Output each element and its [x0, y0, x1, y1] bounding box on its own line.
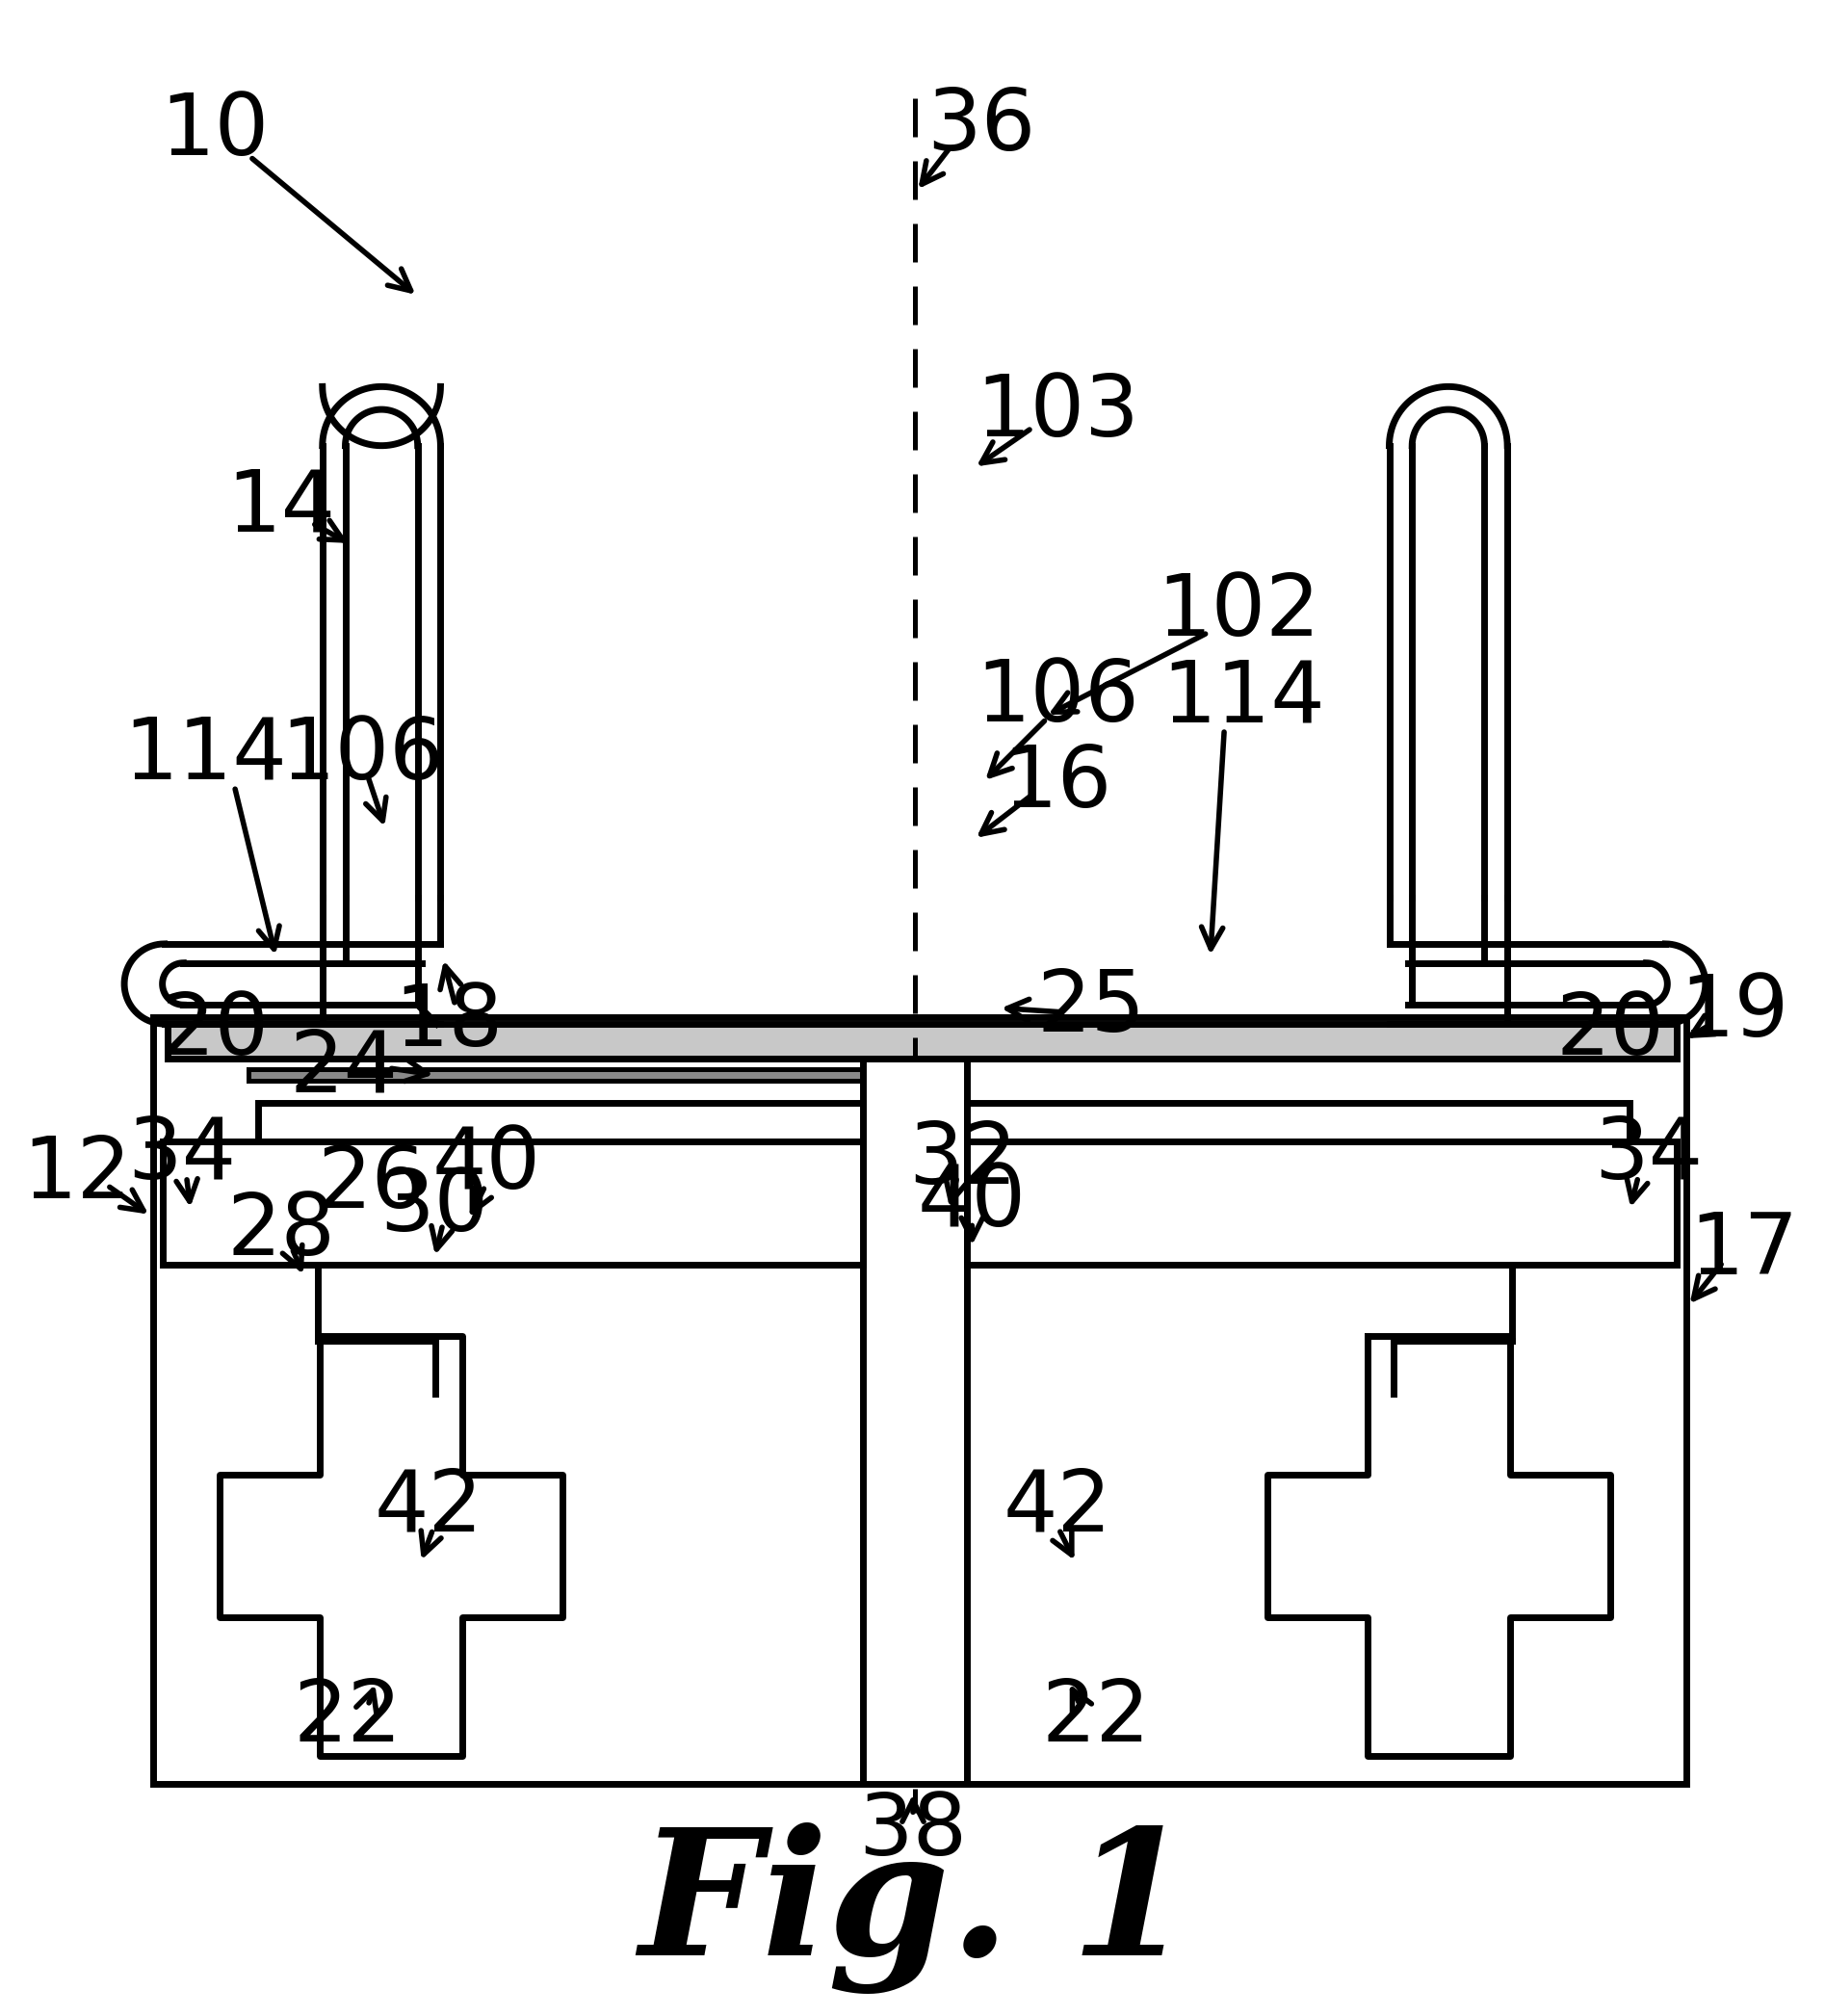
Bar [248, 1070, 905, 1081]
Bar [168, 1024, 1677, 1058]
Text: 22: 22 [1042, 1675, 1150, 1760]
Bar [162, 1141, 863, 1264]
Bar [967, 1103, 1630, 1141]
Text: 19: 19 [1679, 970, 1788, 1054]
Text: 12: 12 [22, 1133, 131, 1216]
Text: 40: 40 [918, 1161, 1026, 1246]
Bar [257, 1103, 863, 1141]
Bar [863, 1058, 967, 1784]
Text: 28: 28 [226, 1189, 336, 1274]
Text: 102: 102 [1157, 571, 1321, 655]
Text: 10: 10 [161, 89, 270, 173]
Text: 20: 20 [161, 990, 270, 1073]
Text: 30: 30 [380, 1165, 489, 1250]
Bar [153, 1018, 1686, 1784]
Text: 25: 25 [1037, 966, 1146, 1050]
Text: 42: 42 [1004, 1466, 1111, 1550]
Text: 32: 32 [909, 1119, 1017, 1202]
Text: 106: 106 [281, 714, 443, 796]
Text: 103: 103 [976, 371, 1139, 454]
Text: 106: 106 [976, 657, 1139, 740]
Text: 26: 26 [318, 1141, 427, 1226]
Text: 114: 114 [124, 714, 287, 796]
Text: Fig. 1: Fig. 1 [639, 1822, 1192, 1994]
Text: 22: 22 [294, 1675, 403, 1760]
Bar [967, 1141, 1677, 1264]
Text: 24: 24 [288, 1026, 398, 1109]
Text: 36: 36 [927, 85, 1037, 169]
Text: 14: 14 [226, 466, 336, 550]
Text: 18: 18 [394, 980, 502, 1064]
Text: 38: 38 [858, 1790, 967, 1873]
Text: 42: 42 [374, 1466, 484, 1550]
Text: 17: 17 [1690, 1210, 1798, 1292]
Text: 34: 34 [1593, 1113, 1703, 1198]
Text: 16: 16 [1004, 742, 1111, 827]
Text: 114: 114 [1163, 657, 1325, 740]
Text: 20: 20 [1555, 990, 1664, 1073]
Text: 34: 34 [128, 1113, 235, 1198]
Text: 40: 40 [433, 1123, 540, 1208]
